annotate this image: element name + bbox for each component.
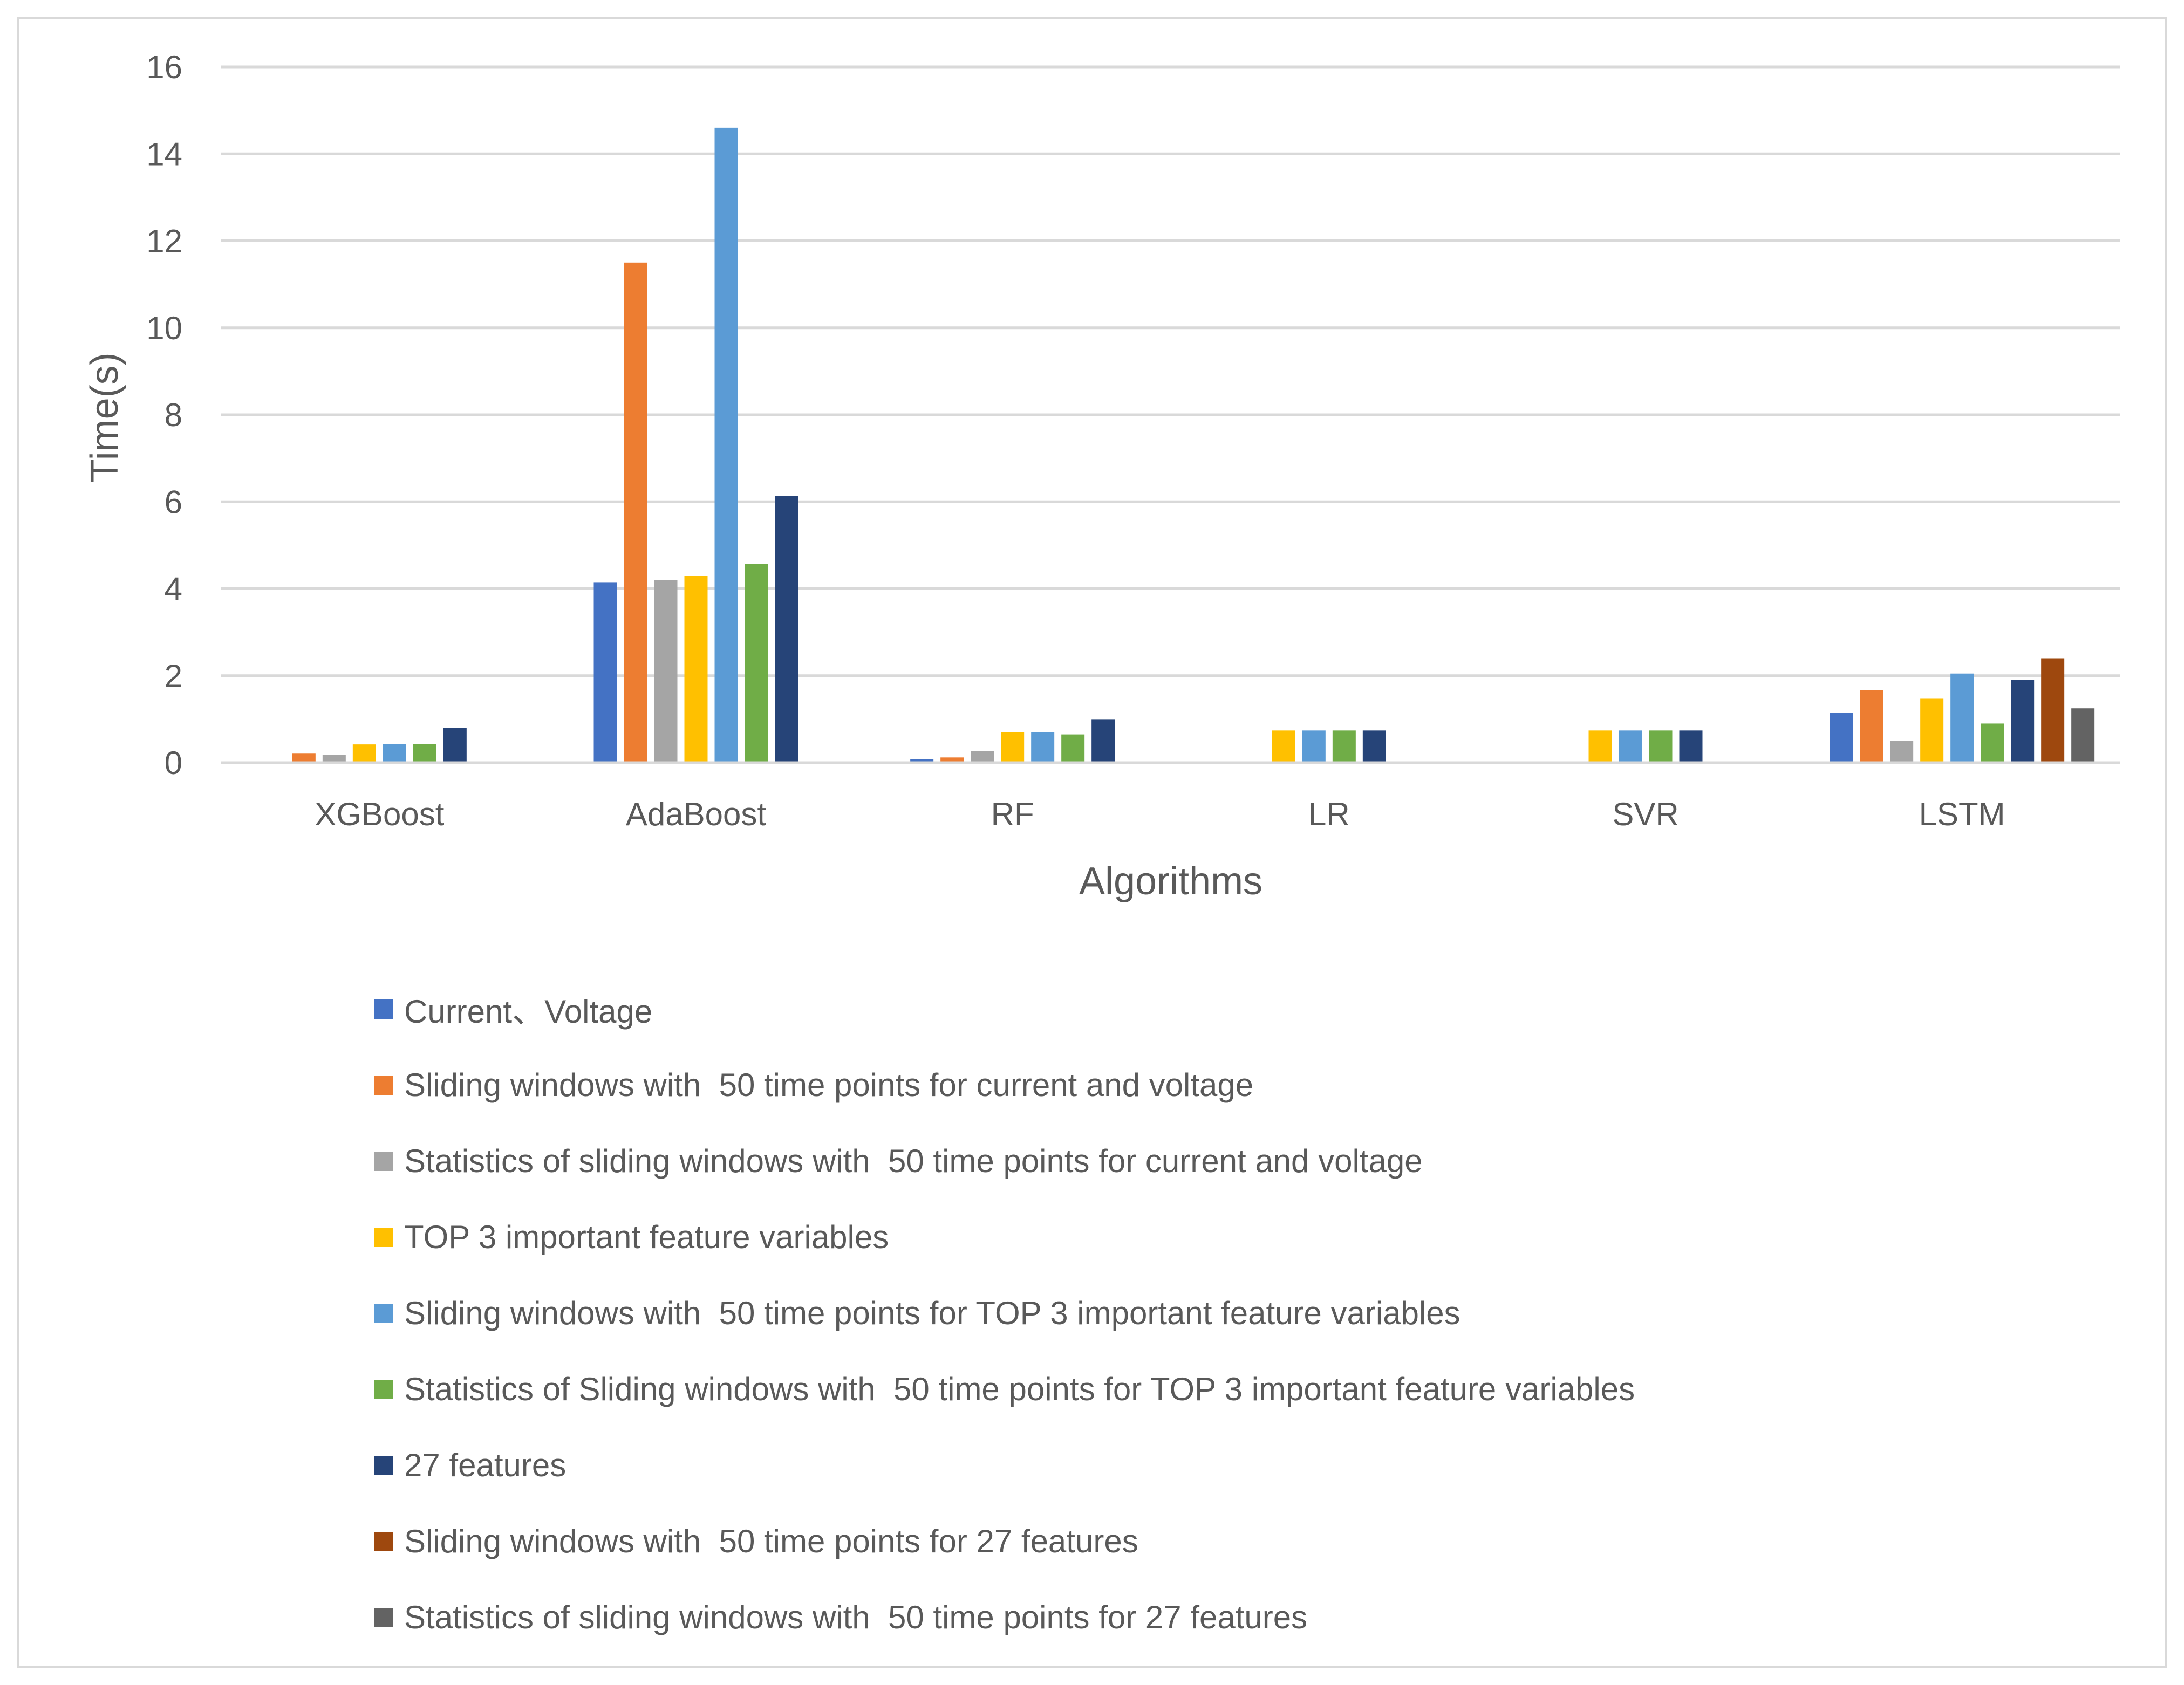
legend-label: 27 features xyxy=(404,1447,567,1483)
y-tick-label: 10 xyxy=(146,310,182,346)
bar-xgboost-series-2 xyxy=(292,753,316,763)
x-tick-label-rf: RF xyxy=(991,796,1034,832)
legend-label: Current、Voltage xyxy=(404,994,653,1030)
bar-lr-series-6 xyxy=(1332,730,1356,763)
bar-rf-series-4 xyxy=(1001,732,1025,763)
bar-adaboost-series-3 xyxy=(654,580,678,763)
x-axis-title: Algorithms xyxy=(1079,860,1262,903)
bars xyxy=(292,127,2095,763)
bar-adaboost-series-2 xyxy=(624,262,647,763)
legend-swatch xyxy=(374,1075,393,1095)
bar-adaboost-series-1 xyxy=(593,582,617,763)
bar-adaboost-series-6 xyxy=(745,564,768,763)
y-tick-label: 2 xyxy=(165,658,182,694)
bar-adaboost-series-5 xyxy=(714,127,738,763)
bar-rf-series-6 xyxy=(1061,734,1085,763)
y-tick-label: 8 xyxy=(165,397,182,433)
bar-adaboost-series-4 xyxy=(684,576,708,763)
bar-lstm-series-1 xyxy=(1830,713,1853,763)
legend-item: TOP 3 important feature variables xyxy=(374,1199,2154,1275)
chart-frame xyxy=(17,17,2167,1668)
bar-chart: 0 2 4 6 8 10 12 14 16 XGBoost AdaBoost RF LR SVR LSTM… xyxy=(83,49,2120,903)
legend-item: Statistics of sliding windows with 50 ti… xyxy=(374,1579,2154,1655)
bar-svr-series-5 xyxy=(1619,730,1642,763)
bar-lstm-series-2 xyxy=(1860,690,1883,763)
y-tick-label: 6 xyxy=(165,484,182,520)
legend-label: Statistics of sliding windows with 50 ti… xyxy=(404,1599,1308,1635)
legend-swatch xyxy=(374,1379,393,1399)
bar-lstm-series-8 xyxy=(2041,658,2065,763)
legend-swatch xyxy=(374,1151,393,1171)
bar-lstm-series-6 xyxy=(1981,723,2004,763)
bar-xgboost-series-4 xyxy=(352,744,376,763)
legend-item: Sliding windows with 50 time points for … xyxy=(374,1275,2154,1351)
bar-svr-series-7 xyxy=(1679,730,1703,763)
bar-rf-series-7 xyxy=(1091,719,1115,763)
y-tick-label: 14 xyxy=(146,136,182,172)
bar-lstm-series-5 xyxy=(1950,673,1974,763)
bar-rf-series-5 xyxy=(1031,732,1055,763)
legend-label: Sliding windows with 50 time points for … xyxy=(404,1067,1254,1103)
legend-label: Statistics of sliding windows with 50 ti… xyxy=(404,1143,1423,1179)
bar-lstm-series-3 xyxy=(1890,741,1914,763)
legend-item: Current、Voltage xyxy=(374,971,2154,1047)
legend-swatch xyxy=(374,1531,393,1551)
x-axis-ticks: XGBoost AdaBoost RF LR SVR LSTM xyxy=(315,796,2005,832)
y-tick-label: 16 xyxy=(146,49,182,85)
legend-item: 27 features xyxy=(374,1427,2154,1503)
x-tick-label-svr: SVR xyxy=(1612,796,1678,832)
bar-xgboost-series-7 xyxy=(443,728,467,763)
bar-lstm-series-4 xyxy=(1920,698,1944,763)
legend: Current、Voltage Sliding windows with 50 t… xyxy=(374,971,2154,1655)
bar-lr-series-7 xyxy=(1362,730,1386,763)
bar-lstm-series-7 xyxy=(2011,680,2035,763)
bar-svr-series-6 xyxy=(1649,730,1673,763)
legend-swatch xyxy=(374,1607,393,1627)
legend-item: Sliding windows with 50 time points for … xyxy=(374,1047,2154,1123)
legend-item: Statistics of sliding windows with 50 ti… xyxy=(374,1123,2154,1199)
x-tick-label-lstm: LSTM xyxy=(1919,796,2005,832)
bar-rf-series-3 xyxy=(971,751,994,763)
gridlines xyxy=(221,65,2120,677)
bar-lr-series-5 xyxy=(1302,730,1326,763)
x-tick-label-xgboost: XGBoost xyxy=(315,796,444,832)
legend-item: Statistics of Sliding windows with 50 ti… xyxy=(374,1351,2154,1427)
y-tick-label: 0 xyxy=(165,745,182,781)
y-axis-ticks: 0 2 4 6 8 10 12 14 16 xyxy=(146,49,182,781)
legend-swatch xyxy=(374,1303,393,1323)
y-axis-title: Time(s) xyxy=(83,352,126,482)
bar-xgboost-series-5 xyxy=(383,744,406,763)
legend-label: Sliding windows with 50 time points for … xyxy=(404,1523,1138,1559)
bar-xgboost-series-3 xyxy=(322,755,346,763)
x-tick-label-lr: LR xyxy=(1308,796,1350,832)
legend-swatch xyxy=(374,1455,393,1475)
legend-item: Sliding windows with 50 time points for … xyxy=(374,1503,2154,1579)
y-tick-label: 4 xyxy=(165,571,182,607)
bar-lr-series-4 xyxy=(1272,730,1295,763)
legend-label: Statistics of Sliding windows with 50 ti… xyxy=(404,1371,1635,1407)
bar-adaboost-series-7 xyxy=(775,496,798,763)
y-tick-label: 12 xyxy=(146,223,182,259)
bar-rf-series-1 xyxy=(910,759,934,763)
bar-lstm-series-9 xyxy=(2071,708,2095,763)
x-tick-label-adaboost: AdaBoost xyxy=(626,796,767,832)
legend-swatch xyxy=(374,1227,393,1247)
bar-svr-series-4 xyxy=(1588,730,1612,763)
bar-rf-series-2 xyxy=(940,757,964,763)
legend-label: Sliding windows with 50 time points for … xyxy=(404,1295,1460,1331)
legend-swatch xyxy=(374,999,393,1019)
legend-label: TOP 3 important feature variables xyxy=(404,1219,889,1255)
bar-xgboost-series-6 xyxy=(413,744,436,763)
